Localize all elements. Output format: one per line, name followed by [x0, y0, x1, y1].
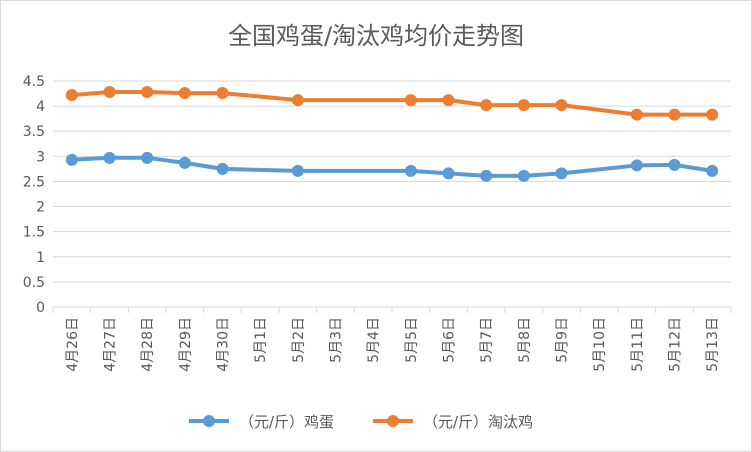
x-tick-label: 5月10日: [592, 317, 608, 372]
y-tick-label: 2: [36, 200, 45, 216]
x-tick-label: 5月1日: [253, 317, 269, 363]
x-tick-label: 4月29日: [178, 317, 194, 372]
series-line-0: [69, 155, 715, 178]
x-tick-label: 5月13日: [705, 317, 721, 372]
series-line-1: [69, 90, 715, 117]
legend-label-1: （元/斤）淘汰鸡: [423, 413, 533, 431]
data-point-1: [706, 108, 719, 121]
chart-title: 全国鸡蛋/淘汰鸡均价走势图: [228, 22, 524, 50]
y-tick-label: 4.5: [23, 74, 45, 90]
x-tick-label: 5月5日: [404, 317, 420, 363]
x-tick-label: 4月26日: [65, 317, 81, 372]
y-tick-label: 0: [36, 300, 45, 316]
y-tick-label: 1.5: [23, 225, 45, 241]
series-lines: [65, 86, 719, 182]
data-point-1: [291, 94, 304, 107]
gridlines: [53, 80, 731, 308]
data-point-0: [706, 164, 719, 177]
x-tick-label: 5月8日: [517, 317, 533, 363]
legend-swatch-marker-1: [387, 415, 399, 427]
data-point-0: [630, 159, 643, 172]
data-point-0: [555, 167, 568, 180]
legend-label-0: （元/斤）鸡蛋: [239, 413, 334, 431]
data-point-1: [630, 108, 643, 121]
data-point-1: [216, 87, 229, 100]
axes: 0 0.5 1 1.5 2 2.5 3 3.5 4 4.5 4月26日 4月27日 4月28日 4月29日…: [23, 74, 732, 372]
data-point-0: [442, 167, 455, 180]
data-point-0: [668, 158, 681, 171]
y-tick-label: 2.5: [23, 174, 45, 190]
data-point-0: [103, 151, 116, 164]
y-tick-label: 0.5: [23, 275, 45, 291]
x-tick-label: 5月12日: [668, 317, 684, 372]
x-tick-label: 4月28日: [140, 317, 156, 372]
x-tick-label: 5月2日: [291, 317, 307, 363]
data-point-1: [103, 86, 116, 99]
x-tick-label: 5月6日: [442, 317, 458, 363]
x-tick-label: 4月27日: [103, 317, 119, 372]
data-point-0: [178, 156, 191, 169]
data-point-1: [65, 89, 78, 102]
data-point-0: [291, 164, 304, 177]
y-tick-label: 3.5: [23, 124, 45, 140]
data-point-1: [178, 87, 191, 100]
x-tick-label: 4月30日: [216, 317, 232, 372]
data-point-1: [141, 86, 154, 99]
data-point-0: [141, 151, 154, 164]
data-point-0: [517, 169, 530, 182]
data-point-0: [65, 153, 78, 166]
data-point-1: [668, 108, 681, 121]
data-point-1: [555, 99, 568, 112]
y-tick-label: 3: [36, 149, 45, 165]
data-point-1: [517, 99, 530, 112]
data-point-0: [480, 169, 493, 182]
x-tick-label: 5月3日: [329, 317, 345, 363]
legend: （元/斤）鸡蛋 （元/斤）淘汰鸡: [189, 413, 533, 431]
data-point-1: [480, 99, 493, 112]
data-point-0: [404, 164, 417, 177]
data-point-1: [442, 94, 455, 107]
legend-swatch-marker-0: [203, 415, 215, 427]
x-tick-label: 5月11日: [630, 317, 646, 372]
x-tick-label: 5月4日: [366, 317, 382, 363]
x-tick-label: 5月9日: [555, 317, 571, 363]
data-point-0: [216, 162, 229, 175]
data-point-1: [404, 94, 417, 107]
y-tick-label: 1: [36, 250, 45, 266]
x-tick-label: 5月7日: [479, 317, 495, 363]
y-tick-label: 4: [36, 99, 45, 115]
